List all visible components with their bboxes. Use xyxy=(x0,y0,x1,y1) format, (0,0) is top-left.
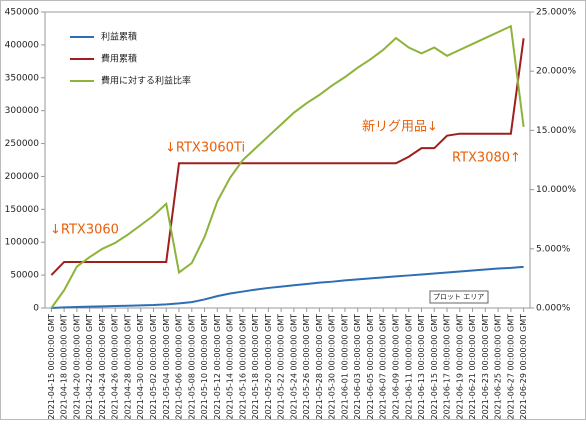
x-tick-label: 2021-06-19 00:00:00 GMT xyxy=(455,314,464,420)
y2-tick-label: 15.000% xyxy=(536,126,576,136)
x-tick-label: 2021-06-09 00:00:00 GMT xyxy=(391,314,400,420)
x-tick-label: 2021-04-20 00:00:00 GMT xyxy=(72,314,81,420)
x-tick-label: 2021-06-29 00:00:00 GMT xyxy=(519,314,528,420)
x-tick-label: 2021-05-04 00:00:00 GMT xyxy=(162,314,171,420)
legend-label: 費用に対する利益比率 xyxy=(101,75,191,87)
x-tick-label: 2021-06-21 00:00:00 GMT xyxy=(468,314,477,420)
x-tick-label: 2021-06-03 00:00:00 GMT xyxy=(353,314,362,420)
y-tick-label: 100000 xyxy=(5,238,40,248)
x-tick-label: 2021-06-13 00:00:00 GMT xyxy=(417,314,426,420)
x-tick-label: 2021-05-12 00:00:00 GMT xyxy=(213,314,222,420)
y-tick-label: 450000 xyxy=(5,8,40,18)
y-tick-label: 0 xyxy=(33,304,39,314)
x-tick-label: 2021-04-22 00:00:00 GMT xyxy=(85,314,94,420)
x-tick-label: 2021-04-28 00:00:00 GMT xyxy=(123,314,132,420)
legend-label: 費用累積 xyxy=(101,53,137,65)
x-tick-label: 2021-04-18 00:00:00 GMT xyxy=(60,314,69,420)
x-tick-label: 2021-06-17 00:00:00 GMT xyxy=(443,314,452,420)
x-tick-label: 2021-05-08 00:00:00 GMT xyxy=(187,314,196,420)
x-tick-label: 2021-05-10 00:00:00 GMT xyxy=(200,314,209,420)
x-tick-label: 2021-06-27 00:00:00 GMT xyxy=(506,314,515,420)
tooltip-box xyxy=(429,290,489,304)
x-tick-label: 2021-04-15 00:00:00 GMT xyxy=(47,314,56,420)
series-line xyxy=(50,38,525,276)
series-line xyxy=(50,24,525,309)
x-tick-label: 2021-05-24 00:00:00 GMT xyxy=(289,314,298,420)
annotation: ↓RTX3060 xyxy=(50,223,119,238)
legend-label: 利益累積 xyxy=(101,31,137,43)
y-tick-label: 200000 xyxy=(5,172,40,182)
x-tick-label: 2021-05-20 00:00:00 GMT xyxy=(264,314,273,420)
y2-tick-label: 0.000% xyxy=(536,304,571,314)
x-tick-label: 2021-05-02 00:00:00 GMT xyxy=(149,314,158,420)
x-tick-label: 2021-05-06 00:00:00 GMT xyxy=(175,314,184,420)
y-tick-label: 250000 xyxy=(5,139,40,149)
x-tick-label: 2021-06-11 00:00:00 GMT xyxy=(404,314,413,420)
x-tick-label: 2021-05-30 00:00:00 GMT xyxy=(328,314,337,420)
x-tick-label: 2021-05-22 00:00:00 GMT xyxy=(277,314,286,420)
plot-area xyxy=(44,11,531,309)
y-tick-label: 150000 xyxy=(5,205,40,215)
x-tick-label: 2021-06-15 00:00:00 GMT xyxy=(430,314,439,420)
x-tick-label: 2021-05-28 00:00:00 GMT xyxy=(315,314,324,420)
x-tick-label: 2021-06-01 00:00:00 GMT xyxy=(340,314,349,420)
x-tick-label: 2021-05-14 00:00:00 GMT xyxy=(226,314,235,420)
y-tick-label: 50000 xyxy=(10,271,39,281)
y2-tick-label: 5.000% xyxy=(536,244,571,254)
y-tick-label: 350000 xyxy=(5,73,40,83)
x-tick-label: 2021-05-18 00:00:00 GMT xyxy=(251,314,260,420)
y-tick-label: 400000 xyxy=(5,40,40,50)
y2-tick-label: 25.000% xyxy=(536,8,576,18)
x-tick-label: 2021-04-24 00:00:00 GMT xyxy=(98,314,107,420)
x-tick-label: 2021-05-26 00:00:00 GMT xyxy=(302,314,311,420)
y2-tick-label: 10.000% xyxy=(536,185,576,195)
annotation: ↓RTX3060Ti xyxy=(165,141,245,156)
annotation: 新リグ用品↓ xyxy=(362,119,438,135)
annotation: RTX3080↑ xyxy=(452,151,521,166)
x-tick-label: 2021-05-16 00:00:00 GMT xyxy=(238,314,247,420)
x-tick-label: 2021-06-05 00:00:00 GMT xyxy=(366,314,375,420)
x-tick-label: 2021-06-07 00:00:00 GMT xyxy=(379,314,388,420)
series-line xyxy=(51,265,524,309)
y2-tick-label: 20.000% xyxy=(536,67,576,77)
tooltip: プロット エリア xyxy=(433,293,484,301)
y-tick-label: 300000 xyxy=(5,106,40,116)
x-tick-label: 2021-06-23 00:00:00 GMT xyxy=(481,314,490,420)
x-tick-label: 2021-04-26 00:00:00 GMT xyxy=(111,314,120,420)
x-tick-label: 2021-04-30 00:00:00 GMT xyxy=(136,314,145,420)
x-tick-label: 2021-06-25 00:00:00 GMT xyxy=(494,314,503,420)
